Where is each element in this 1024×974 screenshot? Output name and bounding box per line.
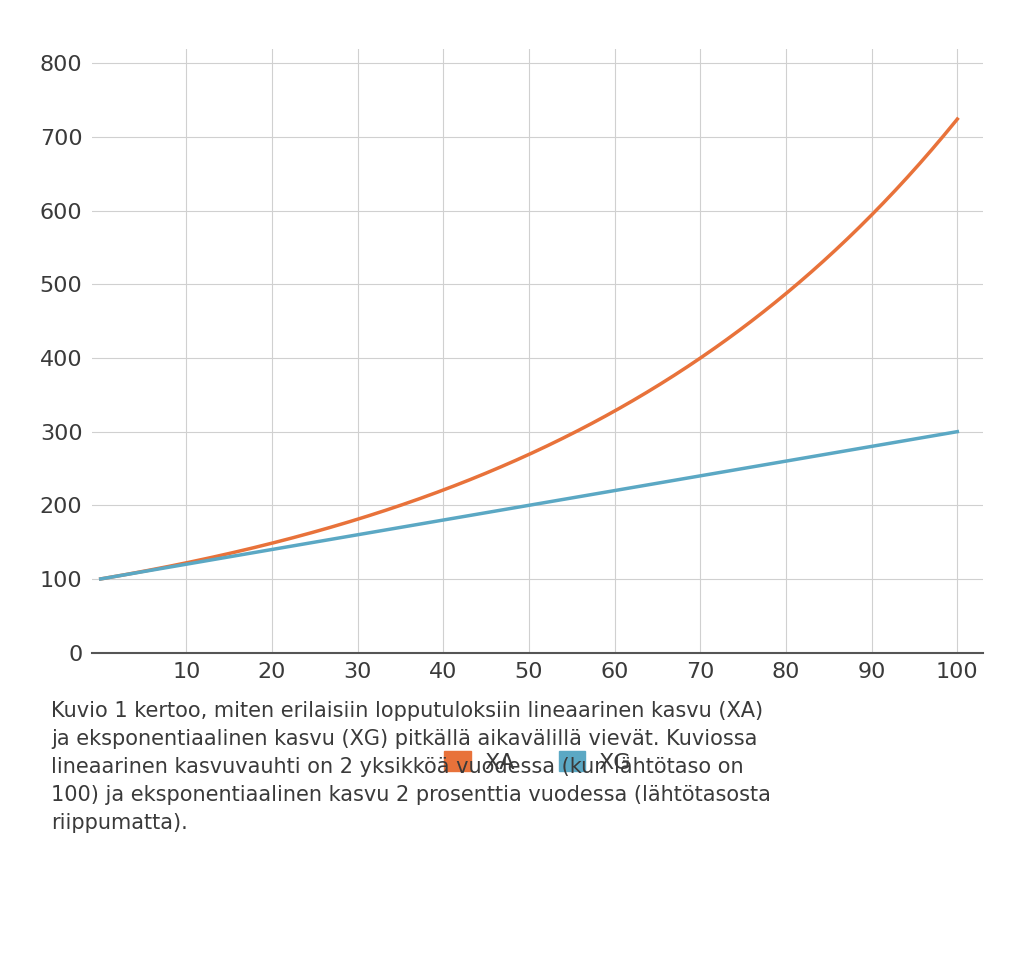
Text: Kuvio 1 kertoo, miten erilaisiin lopputuloksiin lineaarinen kasvu (XA)
ja ekspon: Kuvio 1 kertoo, miten erilaisiin lopputu…: [51, 701, 771, 834]
Legend: XA, XG: XA, XG: [435, 742, 640, 781]
